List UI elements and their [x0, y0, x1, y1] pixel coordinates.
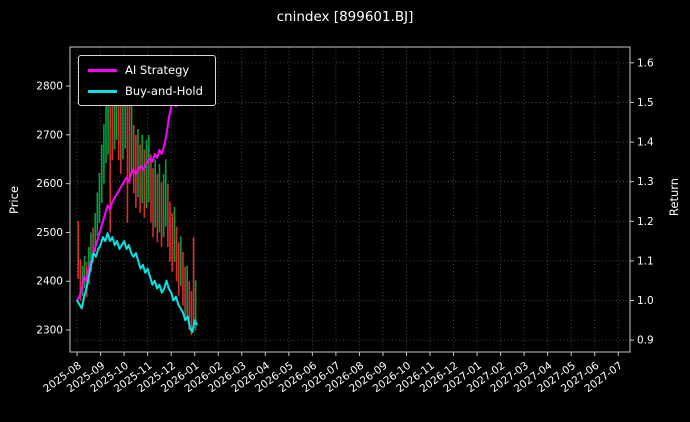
legend: AI Strategy Buy-and-Hold: [78, 55, 216, 106]
price-axis-tick-labels: 2300 2400 2500 2600 2700 2800: [36, 81, 70, 337]
svg-text:1.4: 1.4: [637, 137, 654, 149]
svg-text:2800: 2800: [36, 81, 63, 93]
svg-text:2700: 2700: [36, 129, 63, 141]
legend-item-buy-and-hold: Buy-and-Hold: [88, 84, 203, 98]
legend-item-ai-strategy: AI Strategy: [88, 63, 203, 77]
svg-text:1.2: 1.2: [637, 216, 654, 228]
svg-text:1.6: 1.6: [637, 57, 654, 69]
grid-lines: [70, 47, 630, 352]
svg-text:1.5: 1.5: [637, 97, 654, 109]
legend-label-buy-and-hold: Buy-and-Hold: [125, 84, 203, 98]
price-axis-label: Price: [7, 185, 21, 215]
svg-text:2500: 2500: [36, 227, 63, 239]
return-axis-tick-labels: 0.9 1.0 1.1 1.2 1.3 1.4 1.5 1.6: [630, 57, 654, 347]
ai-strategy-line-swatch: [88, 68, 117, 72]
return-axis-label: Return: [667, 177, 681, 217]
svg-text:2300: 2300: [36, 325, 63, 337]
chart-title: cnindex [899601.BJ]: [276, 9, 414, 25]
legend-label-ai-strategy: AI Strategy: [125, 63, 190, 77]
svg-text:2600: 2600: [36, 178, 63, 190]
svg-text:1.1: 1.1: [637, 255, 654, 267]
plot-border: [69, 46, 631, 353]
date-axis-tick-labels: 2025-082025-092025-102025-112025-122026-…: [41, 352, 625, 395]
svg-text:2400: 2400: [36, 276, 63, 288]
buy-and-hold-line: [76, 232, 198, 334]
svg-text:1.0: 1.0: [637, 295, 654, 307]
svg-text:1.3: 1.3: [637, 176, 654, 188]
buy-and-hold-line-swatch: [88, 89, 117, 93]
svg-text:0.9: 0.9: [637, 335, 654, 347]
